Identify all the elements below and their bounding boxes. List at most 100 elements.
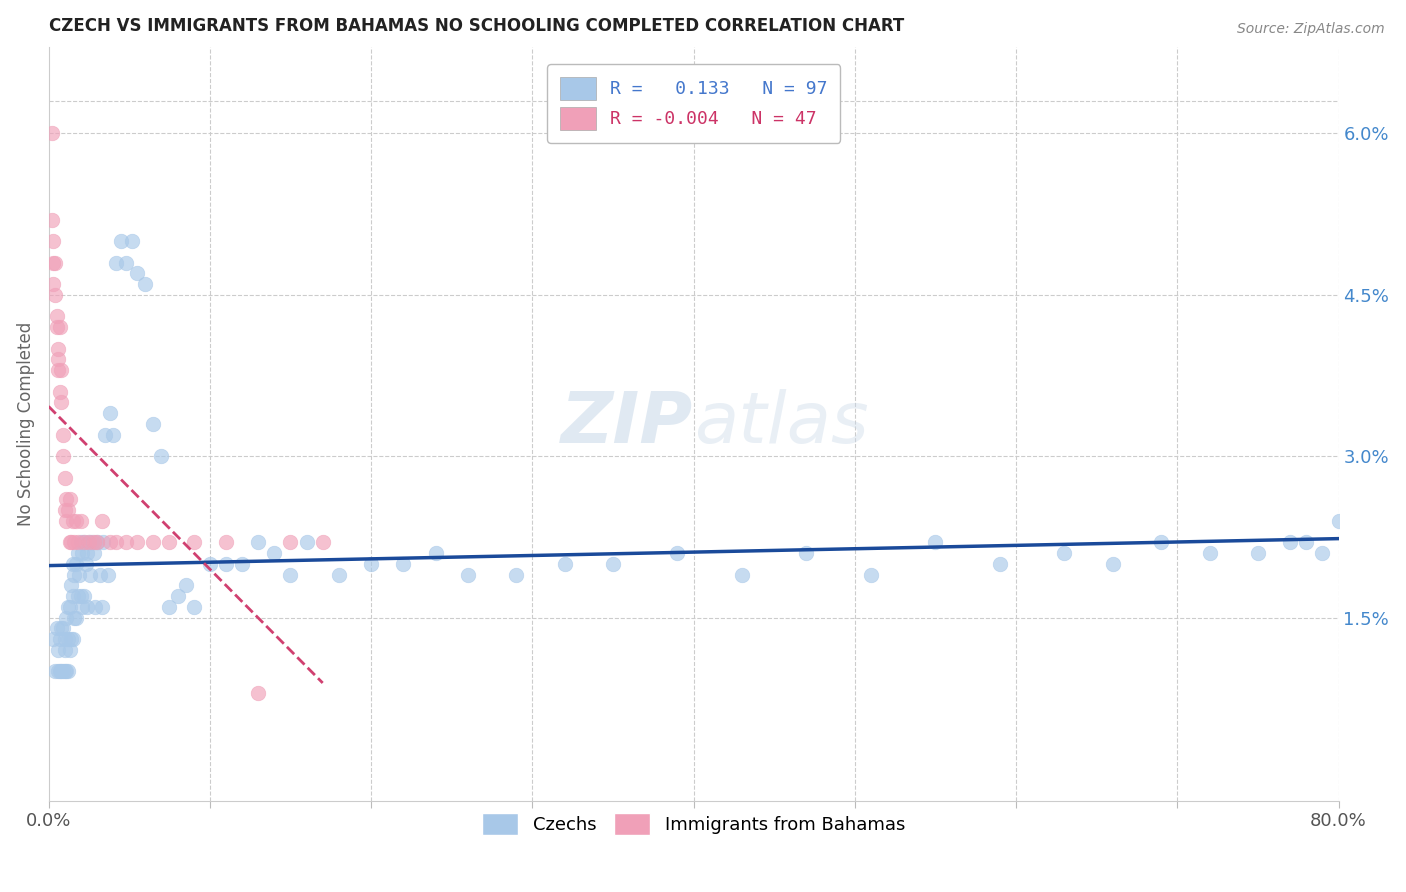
Point	[360, 557, 382, 571]
Point	[159, 535, 181, 549]
Point	[58, 535, 80, 549]
Point	[67, 567, 90, 582]
Point	[215, 557, 238, 571]
Point	[425, 546, 447, 560]
Point	[166, 589, 188, 603]
Point	[392, 557, 415, 571]
Point	[72, 546, 94, 560]
Point	[53, 665, 76, 679]
Point	[56, 599, 79, 614]
Point	[110, 234, 132, 248]
Point	[86, 535, 108, 549]
Point	[62, 632, 84, 647]
Point	[134, 277, 156, 291]
Point	[45, 310, 67, 324]
Point	[97, 567, 120, 582]
Point	[65, 557, 87, 571]
Point	[93, 535, 115, 549]
Point	[1247, 546, 1270, 560]
Point	[98, 535, 121, 549]
Point	[90, 599, 112, 614]
Point	[602, 557, 624, 571]
Point	[79, 567, 101, 582]
Point	[142, 417, 165, 431]
Point	[52, 665, 75, 679]
Point	[89, 567, 111, 582]
Point	[60, 578, 83, 592]
Point	[121, 234, 143, 248]
Point	[42, 234, 65, 248]
Point	[51, 665, 73, 679]
Point	[77, 535, 100, 549]
Point	[1150, 535, 1173, 549]
Point	[46, 665, 69, 679]
Point	[75, 557, 97, 571]
Point	[115, 255, 138, 269]
Text: CZECH VS IMMIGRANTS FROM BAHAMAS NO SCHOOLING COMPLETED CORRELATION CHART: CZECH VS IMMIGRANTS FROM BAHAMAS NO SCHO…	[49, 17, 904, 35]
Point	[51, 622, 73, 636]
Point	[101, 427, 124, 442]
Point	[55, 492, 77, 507]
Point	[52, 449, 75, 463]
Point	[76, 599, 98, 614]
Point	[46, 363, 69, 377]
Point	[44, 255, 66, 269]
Point	[49, 665, 72, 679]
Point	[73, 589, 96, 603]
Point	[1295, 535, 1317, 549]
Point	[51, 363, 73, 377]
Point	[69, 514, 91, 528]
Point	[49, 320, 72, 334]
Point	[83, 535, 105, 549]
Point	[105, 535, 128, 549]
Point	[44, 288, 66, 302]
Point	[63, 535, 86, 549]
Point	[247, 686, 270, 700]
Point	[49, 632, 72, 647]
Point	[127, 266, 149, 280]
Point	[150, 449, 173, 463]
Point	[231, 557, 253, 571]
Point	[56, 503, 79, 517]
Point	[53, 643, 76, 657]
Point	[159, 599, 181, 614]
Point	[55, 610, 77, 624]
Point	[215, 535, 238, 549]
Point	[65, 610, 87, 624]
Point	[73, 535, 96, 549]
Point	[90, 514, 112, 528]
Point	[72, 599, 94, 614]
Point	[53, 632, 76, 647]
Point	[83, 546, 105, 560]
Point	[1101, 557, 1123, 571]
Point	[44, 665, 66, 679]
Point	[49, 384, 72, 399]
Point	[105, 255, 128, 269]
Point	[1327, 514, 1350, 528]
Point	[62, 514, 84, 528]
Point	[52, 622, 75, 636]
Point	[69, 535, 91, 549]
Text: atlas: atlas	[693, 390, 868, 458]
Point	[457, 567, 479, 582]
Point	[53, 471, 76, 485]
Point	[86, 535, 108, 549]
Point	[796, 546, 818, 560]
Point	[247, 535, 270, 549]
Point	[280, 567, 302, 582]
Y-axis label: No Schooling Completed: No Schooling Completed	[17, 322, 35, 526]
Point	[1312, 546, 1334, 560]
Point	[988, 557, 1011, 571]
Point	[55, 514, 77, 528]
Point	[666, 546, 689, 560]
Point	[63, 610, 86, 624]
Point	[312, 535, 335, 549]
Point	[66, 546, 89, 560]
Point	[58, 492, 80, 507]
Point	[56, 632, 79, 647]
Point	[1053, 546, 1076, 560]
Point	[66, 589, 89, 603]
Point	[69, 589, 91, 603]
Point	[51, 395, 73, 409]
Point	[45, 622, 67, 636]
